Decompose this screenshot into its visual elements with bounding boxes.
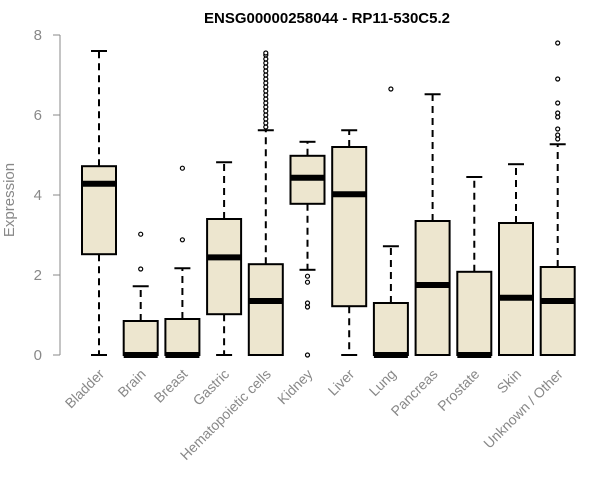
- iqr-box: [206, 218, 243, 316]
- iqr-box: [122, 320, 159, 356]
- x-tick-label: Bladder: [62, 366, 108, 412]
- iqr-box: [247, 263, 284, 357]
- outlier-point: [304, 273, 311, 279]
- y-tick-label: 4: [34, 187, 42, 204]
- box-unknown-other: [539, 40, 576, 356]
- outlier-point: [555, 126, 561, 132]
- iqr-box: [539, 266, 576, 356]
- outlier-point: [555, 136, 561, 142]
- y-tick-label: 0: [34, 347, 42, 364]
- box-skin: [498, 163, 534, 356]
- outlier-point: [555, 132, 561, 138]
- y-axis-label: Expression: [1, 163, 18, 237]
- box-kidney: [289, 140, 326, 358]
- y-tick-label: 2: [34, 267, 42, 284]
- outlier-point: [388, 86, 394, 92]
- iqr-box: [81, 165, 117, 256]
- y-tick-label: 6: [34, 107, 42, 124]
- outlier-point: [138, 231, 144, 237]
- box-breast: [164, 165, 201, 358]
- outlier-point: [555, 110, 561, 116]
- x-tick-label: Brain: [114, 366, 148, 400]
- box-brain: [122, 231, 159, 358]
- outlier-point: [263, 50, 269, 56]
- chart-title: ENSG00000258044 - RP11-530C5.2: [204, 10, 450, 27]
- iqr-box: [164, 318, 201, 356]
- box-hematopoietic-cells: [247, 50, 284, 357]
- outlier-point: [555, 40, 561, 46]
- box-lung: [372, 86, 409, 358]
- outlier-point: [304, 300, 311, 306]
- box-liver: [331, 129, 368, 356]
- box-gastric: [206, 161, 243, 356]
- x-tick-label: Lung: [366, 366, 399, 399]
- y-tick-label: 8: [34, 27, 42, 44]
- y-axis: 0 2 4 6 8: [34, 27, 61, 364]
- boxes-layer: [81, 40, 576, 358]
- outlier-point: [304, 279, 311, 285]
- box-pancreas: [414, 93, 451, 356]
- x-tick-label: Kidney: [274, 366, 316, 408]
- iqr-box: [372, 302, 409, 356]
- iqr-box: [331, 146, 368, 308]
- x-tick-label: Skin: [494, 366, 525, 397]
- x-tick-label: Breast: [151, 366, 191, 406]
- box-bladder: [81, 50, 117, 356]
- outlier-point: [555, 100, 561, 106]
- outlier-point: [304, 304, 311, 310]
- outlier-point: [179, 165, 185, 171]
- x-tick-label: Liver: [325, 366, 358, 399]
- iqr-box: [498, 222, 534, 356]
- outlier-point: [304, 352, 311, 358]
- x-tick-label: Unknown / Other: [480, 366, 566, 452]
- iqr-box: [456, 270, 493, 356]
- outlier-point: [555, 76, 561, 82]
- x-tick-label: Prostate: [434, 366, 482, 414]
- outlier-point: [138, 266, 144, 272]
- outlier-point: [179, 237, 185, 243]
- box-prostate: [456, 176, 493, 358]
